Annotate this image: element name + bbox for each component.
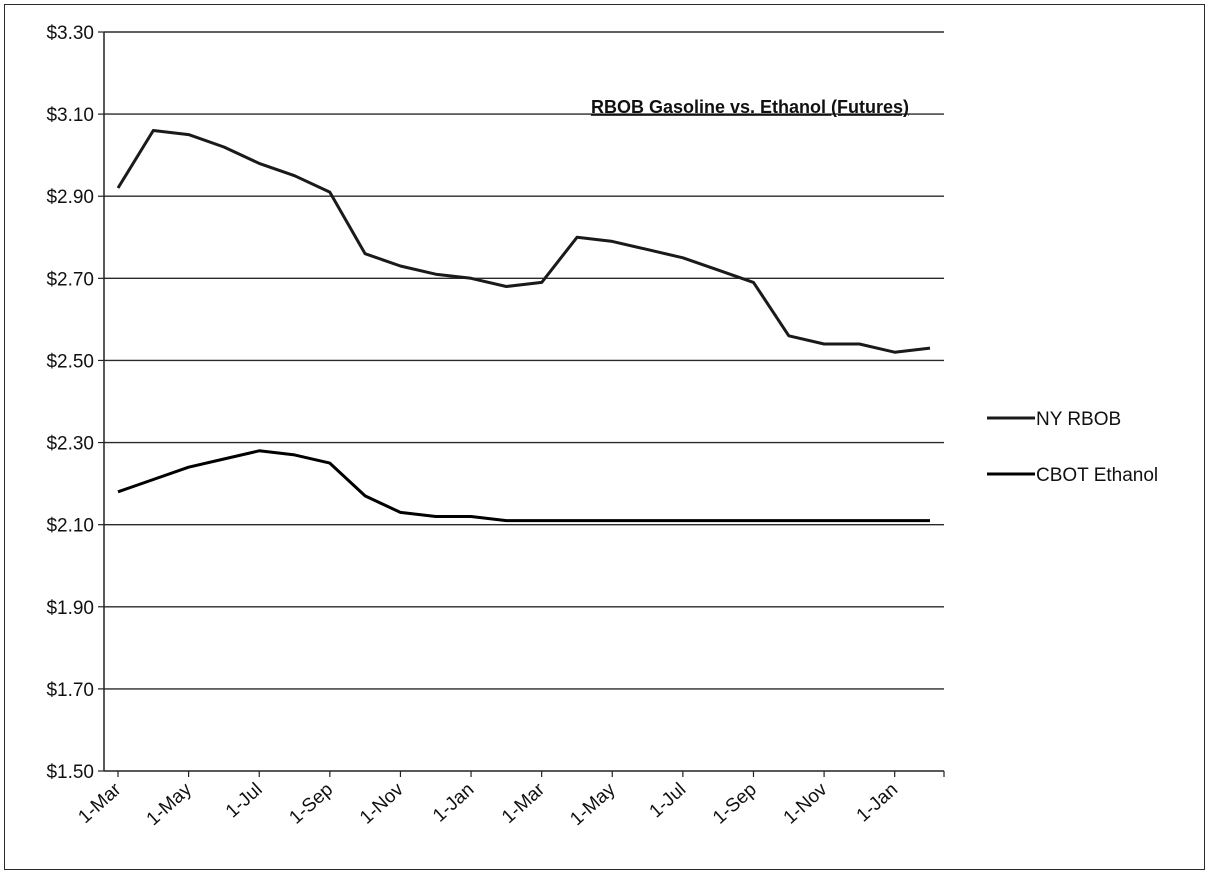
series-line-cbot-ethanol	[117, 449, 930, 523]
x-tick-label: 1-Mar	[498, 779, 549, 828]
y-tick-label: $1.70	[46, 680, 94, 701]
legend-label: NY RBOB	[1036, 409, 1121, 430]
gridlines	[104, 31, 944, 690]
x-tick-label: 1-Jan	[853, 779, 902, 826]
x-tick-label: 1-Jan	[429, 779, 478, 826]
legend-label: CBOT Ethanol	[1036, 465, 1158, 486]
y-tick-label: $1.90	[46, 598, 94, 619]
legend: NY RBOB CBOT Ethanol	[987, 409, 1158, 486]
x-tick-label: 1-May	[566, 779, 620, 830]
chart-frame	[4, 4, 1205, 870]
x-tick-label: 1-Mar	[74, 779, 125, 828]
y-tick-label: $2.10	[46, 516, 94, 537]
y-tick-label: $2.50	[46, 351, 94, 372]
series-lines	[116, 129, 931, 523]
y-tick-label: $3.30	[46, 23, 94, 44]
y-tick-label: $1.50	[46, 762, 94, 783]
x-tick-label: 1-Sep	[285, 779, 337, 829]
series-line-ny-rbob	[116, 129, 931, 354]
x-tick-label: 1-Sep	[709, 779, 761, 829]
x-tick-label: 1-Nov	[780, 779, 832, 829]
axes: $3.30 $3.10 $2.90 $2.70 $2.50 $2.30 $2.10 $1.90…	[46, 23, 945, 830]
x-tick-label: 1-Jul	[222, 779, 267, 822]
y-tick-label: $2.70	[46, 269, 94, 290]
y-tick-label: $2.30	[46, 434, 94, 455]
x-tick-label: 1-May	[143, 779, 197, 830]
chart-title: RBOB Gasoline vs. Ethanol (Futures)	[591, 97, 909, 117]
y-tick-label: $2.90	[46, 187, 94, 208]
y-tick-label: $3.10	[46, 105, 94, 126]
x-tick-label: 1-Jul	[646, 779, 691, 822]
x-tick-label: 1-Nov	[356, 779, 408, 829]
